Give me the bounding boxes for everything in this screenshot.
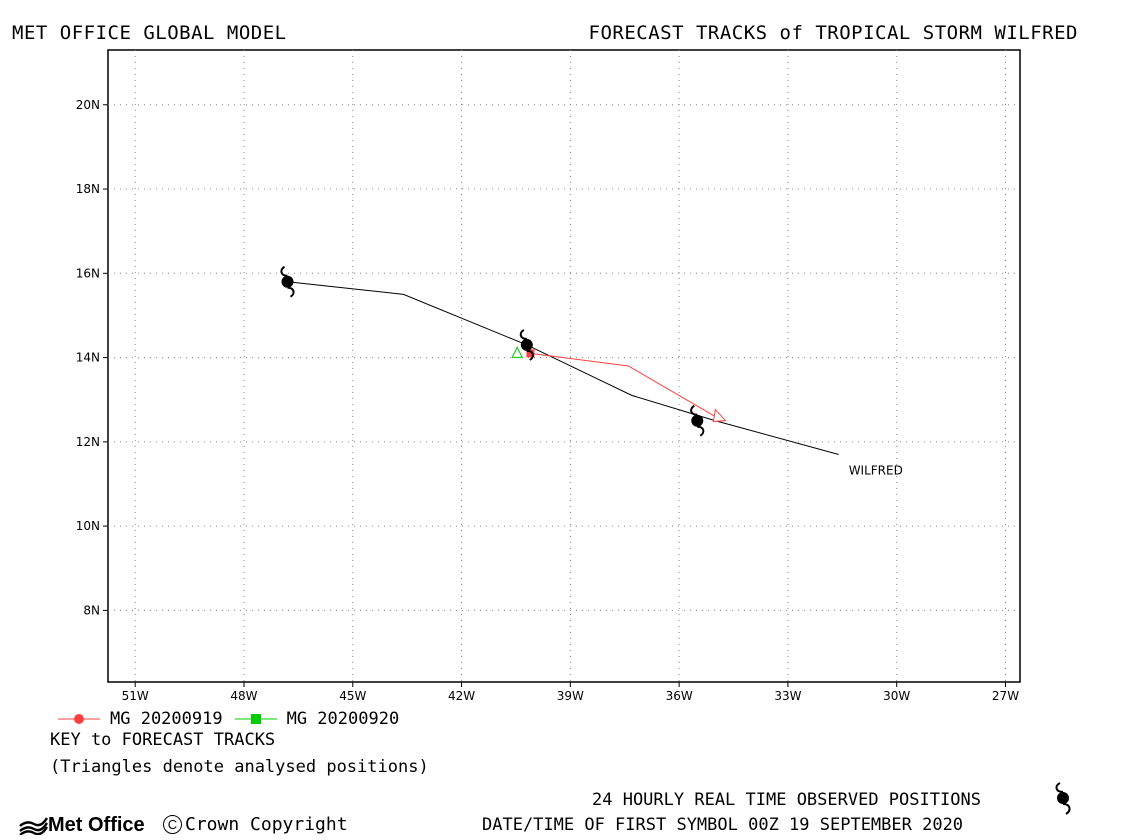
red-circle-line-icon — [58, 714, 100, 724]
copyright-text: Crown Copyright — [185, 814, 348, 835]
observed-positions-label: 24 HOURLY REAL TIME OBSERVED POSITIONS — [592, 790, 981, 810]
storm-symbol-arm — [287, 286, 295, 298]
copyright-symbol-icon: C — [163, 815, 182, 834]
y-tick-label: 18N — [76, 182, 100, 196]
header-left-title: MET OFFICE GLOBAL MODEL — [12, 22, 287, 44]
forecast-track-map: 51W 48W 45W 42W 39W 36W 33W 30W 27W 8N 10N 12N 14N 16… — [76, 49, 1021, 700]
copyright: C Crown Copyright — [163, 814, 348, 835]
header-right-title: FORECAST TRACKS of TROPICAL STORM WILFRE… — [588, 22, 1078, 44]
x-tick-label: 51W — [122, 689, 149, 700]
green-square-line-icon — [234, 714, 277, 724]
storm-symbol-core — [281, 275, 294, 288]
key-note: (Triangles denote analysed positions) — [50, 757, 429, 777]
storm-symbol-arm — [526, 349, 534, 361]
storm-symbol-arm — [690, 404, 698, 416]
key-item-mg-20200919: MG 20200919 — [58, 709, 223, 729]
x-tick-label: 48W — [230, 689, 257, 700]
y-tick-label: 16N — [76, 266, 100, 280]
x-tick-label: 27W — [992, 689, 1019, 700]
forecast-key-row: MG 20200919 MG 20200920 — [58, 709, 411, 729]
y-tick-label: 14N — [76, 351, 100, 365]
y-tick-label: 20N — [76, 98, 100, 112]
x-tick-label: 42W — [448, 689, 475, 700]
observed-track-line — [287, 281, 839, 455]
storm-symbol-arm — [280, 265, 288, 277]
forecast-end-triangle — [712, 408, 727, 423]
logo-text: Met Office — [48, 814, 145, 836]
storm-symbol-arm — [697, 425, 705, 437]
y-tick-label: 8N — [83, 603, 100, 617]
key-item-label: MG 20200919 — [110, 709, 223, 729]
x-tick-label: 30W — [883, 689, 910, 700]
storm-symbol-icon — [1055, 782, 1071, 815]
met-office-logo: Met Office — [18, 814, 145, 837]
first-symbol-datetime: DATE/TIME OF FIRST SYMBOL 00Z 19 SEPTEMB… — [482, 815, 964, 835]
storm-symbol-arm — [519, 329, 527, 340]
key-title: KEY to FORECAST TRACKS — [50, 730, 276, 750]
y-tick-label: 12N — [76, 435, 100, 449]
x-tick-label: 36W — [666, 689, 693, 700]
analysed-position-triangle — [511, 346, 524, 358]
met-office-wave-icon — [19, 816, 48, 835]
map-frame — [107, 49, 1021, 683]
storm-name-label: WILFRED — [849, 463, 903, 477]
forecast-track-line — [530, 352, 716, 417]
x-tick-label: 33W — [774, 689, 801, 700]
storm-symbol-core — [691, 414, 704, 427]
x-tick-label: 45W — [339, 689, 366, 700]
forecast-start-marker — [526, 349, 535, 358]
y-tick-label: 10N — [76, 519, 100, 533]
x-tick-label: 39W — [557, 689, 584, 700]
storm-symbol-core — [520, 338, 533, 351]
key-item-mg-20200920: MG 20200920 — [234, 709, 400, 729]
key-item-label: MG 20200920 — [286, 709, 400, 729]
